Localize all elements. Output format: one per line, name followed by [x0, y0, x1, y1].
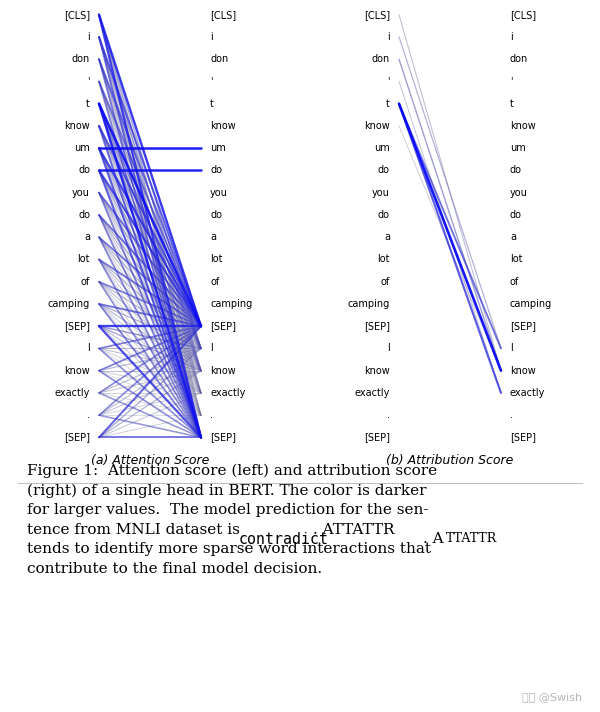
Text: don: don [510, 54, 528, 64]
Text: [SEP]: [SEP] [510, 432, 536, 442]
Text: don: don [372, 54, 390, 64]
Text: lot: lot [377, 254, 390, 264]
Text: [CLS]: [CLS] [210, 10, 236, 20]
Text: of: of [210, 277, 219, 287]
Text: i: i [210, 32, 213, 42]
Text: camping: camping [510, 299, 552, 309]
Text: a: a [84, 232, 90, 242]
Text: .: . [210, 410, 213, 420]
Text: you: you [510, 188, 528, 198]
Text: ': ' [510, 76, 512, 86]
Text: do: do [378, 210, 390, 220]
Text: of: of [381, 277, 390, 287]
Text: of: of [81, 277, 90, 287]
Text: (b) Attribution Score: (b) Attribution Score [386, 454, 514, 467]
Text: t: t [510, 99, 514, 109]
Text: a: a [210, 232, 216, 242]
Text: know: know [510, 366, 536, 376]
Text: [SEP]: [SEP] [364, 321, 390, 331]
Text: know: know [210, 366, 236, 376]
Text: [SEP]: [SEP] [210, 321, 236, 331]
Text: don: don [210, 54, 228, 64]
Text: do: do [378, 165, 390, 175]
Text: know: know [64, 121, 90, 131]
Text: exactly: exactly [510, 388, 545, 398]
Text: .: . [387, 410, 390, 420]
Text: camping: camping [348, 299, 390, 309]
Text: ': ' [388, 76, 390, 86]
Text: do: do [210, 210, 222, 220]
Text: of: of [510, 277, 519, 287]
Text: i: i [510, 32, 513, 42]
Text: l: l [210, 343, 213, 353]
Text: [CLS]: [CLS] [510, 10, 536, 20]
Text: ': ' [88, 76, 90, 86]
Text: a: a [384, 232, 390, 242]
Text: t: t [386, 99, 390, 109]
Text: t: t [86, 99, 90, 109]
Text: do: do [78, 165, 90, 175]
Text: exactly: exactly [355, 388, 390, 398]
Text: Figure 1:  Attention score (left) and attribution score
(right) of a single head: Figure 1: Attention score (left) and att… [27, 464, 437, 576]
Text: [SEP]: [SEP] [64, 321, 90, 331]
Text: .: . [510, 410, 513, 420]
Text: [CLS]: [CLS] [364, 10, 390, 20]
Text: ': ' [210, 76, 212, 86]
Text: .: . [87, 410, 90, 420]
Text: [SEP]: [SEP] [510, 321, 536, 331]
Text: you: you [72, 188, 90, 198]
Text: contradict: contradict [239, 532, 329, 547]
Text: exactly: exactly [55, 388, 90, 398]
Text: know: know [510, 121, 536, 131]
Text: [SEP]: [SEP] [364, 432, 390, 442]
Text: 知乎 @Swish: 知乎 @Swish [522, 692, 582, 702]
Text: camping: camping [48, 299, 90, 309]
Text: know: know [364, 366, 390, 376]
Text: do: do [78, 210, 90, 220]
Text: do: do [210, 165, 222, 175]
Text: lot: lot [510, 254, 523, 264]
Text: do: do [510, 210, 522, 220]
Text: um: um [74, 143, 90, 153]
Text: um: um [374, 143, 390, 153]
Text: you: you [210, 188, 228, 198]
Text: lot: lot [77, 254, 90, 264]
Text: TTATTR: TTATTR [446, 532, 497, 545]
Text: i: i [387, 32, 390, 42]
Text: lot: lot [210, 254, 223, 264]
Text: um: um [210, 143, 226, 153]
Text: i: i [87, 32, 90, 42]
Text: know: know [64, 366, 90, 376]
Text: don: don [72, 54, 90, 64]
Text: know: know [210, 121, 236, 131]
Text: t: t [210, 99, 214, 109]
Text: (a) Attention Score: (a) Attention Score [91, 454, 209, 467]
Text: [SEP]: [SEP] [210, 432, 236, 442]
Text: l: l [87, 343, 90, 353]
Text: . A: . A [423, 532, 443, 546]
Text: exactly: exactly [210, 388, 245, 398]
Text: l: l [387, 343, 390, 353]
Text: do: do [510, 165, 522, 175]
Text: [SEP]: [SEP] [64, 432, 90, 442]
Text: camping: camping [210, 299, 252, 309]
Text: know: know [364, 121, 390, 131]
Text: a: a [510, 232, 516, 242]
Text: l: l [510, 343, 513, 353]
Text: um: um [510, 143, 526, 153]
Text: [CLS]: [CLS] [64, 10, 90, 20]
Text: you: you [372, 188, 390, 198]
